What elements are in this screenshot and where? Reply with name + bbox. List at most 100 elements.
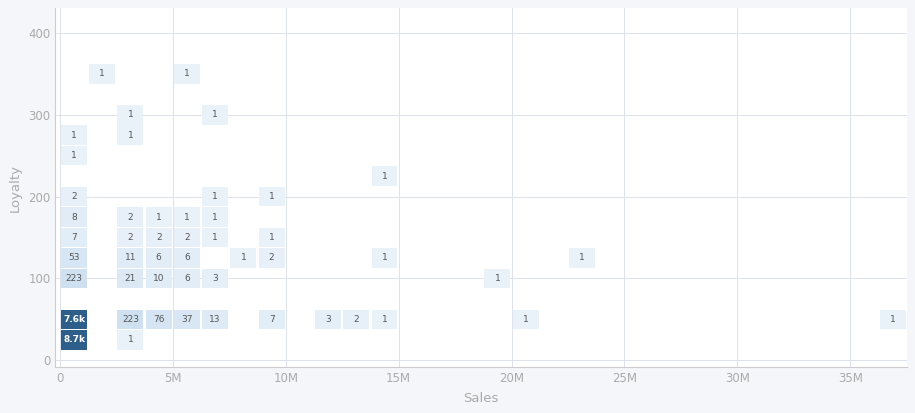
- Text: 2: 2: [184, 233, 189, 242]
- Bar: [202, 228, 228, 247]
- Bar: [174, 64, 199, 84]
- Text: 1: 1: [156, 213, 162, 221]
- Text: 6: 6: [156, 254, 162, 263]
- Bar: [259, 248, 285, 268]
- Text: 1: 1: [127, 131, 134, 140]
- Bar: [117, 228, 144, 247]
- Text: 3: 3: [212, 274, 218, 283]
- Bar: [117, 105, 144, 125]
- Bar: [61, 268, 87, 288]
- Y-axis label: Loyalty: Loyalty: [8, 164, 21, 211]
- Bar: [61, 228, 87, 247]
- Bar: [879, 310, 906, 329]
- Text: 1: 1: [212, 192, 218, 201]
- Bar: [117, 268, 144, 288]
- Bar: [145, 248, 172, 268]
- Text: 7.6k: 7.6k: [63, 315, 85, 324]
- Bar: [569, 248, 595, 268]
- Text: 1: 1: [382, 315, 387, 324]
- Bar: [117, 330, 144, 350]
- Text: 1: 1: [494, 274, 501, 283]
- Text: 1: 1: [269, 233, 274, 242]
- Bar: [90, 64, 115, 84]
- Text: 21: 21: [124, 274, 136, 283]
- Bar: [145, 228, 172, 247]
- Text: 1: 1: [100, 69, 105, 78]
- Text: 6: 6: [184, 254, 189, 263]
- Bar: [174, 207, 199, 227]
- Text: 2: 2: [156, 233, 162, 242]
- Text: 2: 2: [353, 315, 359, 324]
- Bar: [371, 166, 397, 186]
- Bar: [371, 310, 397, 329]
- Bar: [512, 310, 539, 329]
- Text: 1: 1: [212, 110, 218, 119]
- Text: 1: 1: [889, 315, 896, 324]
- Text: 53: 53: [69, 254, 80, 263]
- Bar: [145, 310, 172, 329]
- Text: 37: 37: [181, 315, 193, 324]
- Bar: [231, 248, 256, 268]
- Bar: [117, 310, 144, 329]
- Bar: [61, 207, 87, 227]
- Text: 1: 1: [269, 192, 274, 201]
- Text: 2: 2: [128, 233, 134, 242]
- Bar: [117, 248, 144, 268]
- Bar: [202, 187, 228, 206]
- Bar: [202, 310, 228, 329]
- Text: 6: 6: [184, 274, 189, 283]
- Bar: [259, 228, 285, 247]
- Text: 11: 11: [124, 254, 136, 263]
- Text: 1: 1: [71, 131, 77, 140]
- Text: 76: 76: [153, 315, 165, 324]
- Text: 223: 223: [66, 274, 82, 283]
- Bar: [343, 310, 370, 329]
- Bar: [117, 207, 144, 227]
- X-axis label: Sales: Sales: [463, 392, 499, 405]
- Text: 1: 1: [212, 233, 218, 242]
- Text: 8: 8: [71, 213, 77, 221]
- Text: 1: 1: [382, 172, 387, 180]
- Bar: [174, 228, 199, 247]
- Bar: [61, 330, 87, 350]
- Text: 1: 1: [184, 213, 189, 221]
- Text: 7: 7: [269, 315, 274, 324]
- Text: 1: 1: [382, 254, 387, 263]
- Bar: [174, 248, 199, 268]
- Bar: [484, 268, 511, 288]
- Text: 1: 1: [241, 254, 246, 263]
- Bar: [174, 310, 199, 329]
- Text: 2: 2: [128, 213, 134, 221]
- Text: 1: 1: [212, 213, 218, 221]
- Text: 1: 1: [127, 110, 134, 119]
- Text: 1: 1: [522, 315, 529, 324]
- Bar: [61, 187, 87, 206]
- Bar: [202, 268, 228, 288]
- Bar: [145, 207, 172, 227]
- Text: 3: 3: [325, 315, 331, 324]
- Text: 1: 1: [127, 335, 134, 344]
- Bar: [117, 126, 144, 145]
- Text: 1: 1: [184, 69, 189, 78]
- Bar: [61, 310, 87, 329]
- Text: 2: 2: [71, 192, 77, 201]
- Text: 1: 1: [579, 254, 585, 263]
- Bar: [61, 146, 87, 166]
- Bar: [174, 268, 199, 288]
- Text: 223: 223: [122, 315, 139, 324]
- Bar: [202, 105, 228, 125]
- Text: 10: 10: [153, 274, 165, 283]
- Text: 7: 7: [71, 233, 77, 242]
- Bar: [202, 207, 228, 227]
- Text: 1: 1: [71, 151, 77, 160]
- Bar: [371, 248, 397, 268]
- Bar: [315, 310, 341, 329]
- Text: 13: 13: [210, 315, 221, 324]
- Bar: [259, 310, 285, 329]
- Bar: [61, 248, 87, 268]
- Bar: [259, 187, 285, 206]
- Text: 2: 2: [269, 254, 274, 263]
- Bar: [61, 126, 87, 145]
- Bar: [145, 268, 172, 288]
- Text: 8.7k: 8.7k: [63, 335, 85, 344]
